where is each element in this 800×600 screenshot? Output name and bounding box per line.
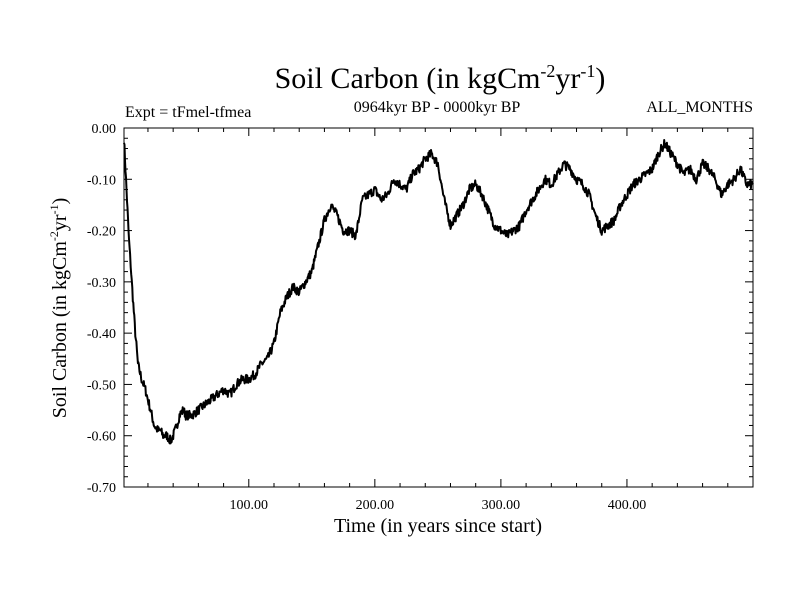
experiment-label: Expt = tFmel-tfmea bbox=[125, 104, 251, 121]
months-label: ALL_MONTHS bbox=[646, 99, 753, 116]
chart-title: Soil Carbon (in kgCm-2yr-1) bbox=[275, 61, 606, 95]
plot-frame bbox=[123, 127, 754, 488]
y-tick-label: -0.20 bbox=[87, 225, 116, 240]
y-tick-label: -0.60 bbox=[87, 430, 116, 445]
x-tick-label: 200.00 bbox=[356, 498, 395, 513]
x-tick-label: 100.00 bbox=[230, 498, 269, 513]
time-range-label: 0964kyr BP - 0000kyr BP bbox=[354, 99, 521, 116]
y-tick-label: -0.70 bbox=[87, 481, 116, 496]
y-tick-label: -0.50 bbox=[87, 378, 116, 393]
x-axis-label: Time (in years since start) bbox=[334, 515, 542, 537]
y-tick-label: -0.40 bbox=[87, 327, 116, 342]
y-tick-label: -0.10 bbox=[87, 173, 116, 188]
y-tick-label: 0.00 bbox=[92, 122, 117, 137]
y-tick-label: -0.30 bbox=[87, 276, 116, 291]
series-line-soil-carbon bbox=[123, 139, 754, 445]
y-axis-label: Soil Carbon (in kgCm-2yr-1) bbox=[47, 198, 71, 419]
x-tick-labels: 100.00 200.00 300.00 400.00 bbox=[230, 498, 647, 513]
y-tick-labels: 0.00 -0.10 -0.20 -0.30 -0.40 -0.50 -0.60 -0.70 bbox=[87, 122, 116, 496]
x-tick-label: 400.00 bbox=[608, 498, 647, 513]
axis-ticks bbox=[124, 127, 753, 488]
x-tick-label: 300.00 bbox=[482, 498, 521, 513]
